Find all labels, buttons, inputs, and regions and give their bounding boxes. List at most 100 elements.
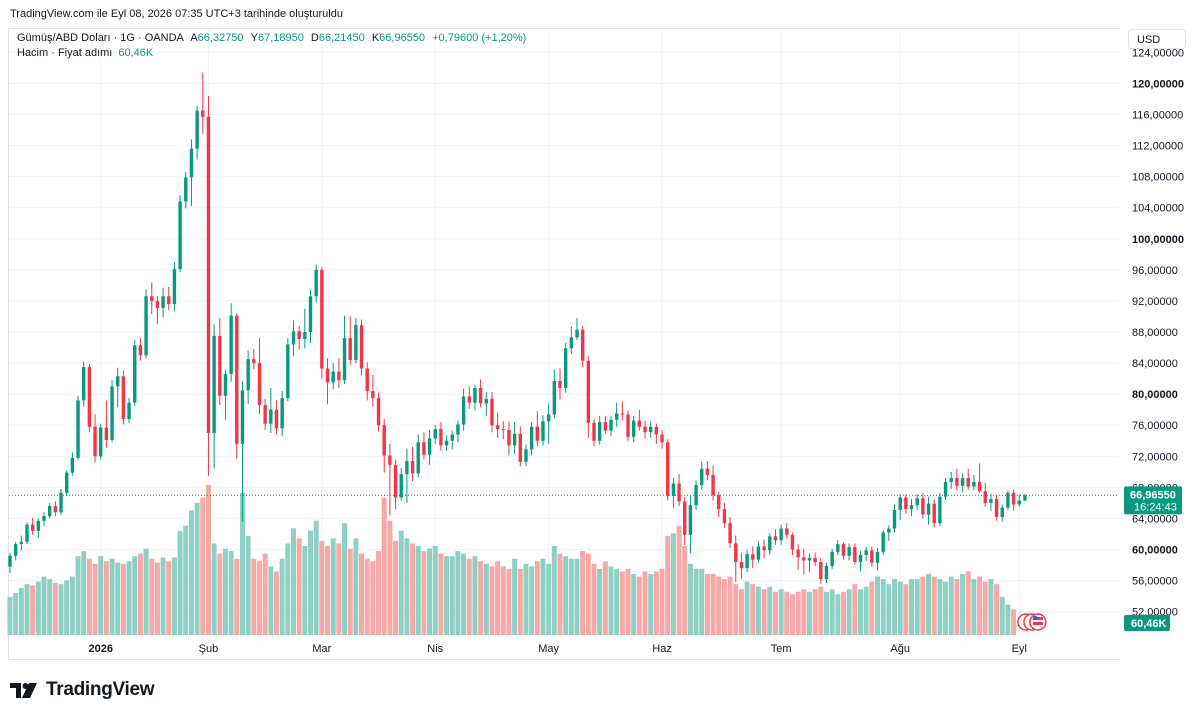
candle-body[interactable] <box>127 402 131 420</box>
candle-body[interactable] <box>1011 492 1016 505</box>
candle-body[interactable] <box>1006 492 1010 508</box>
candle-body[interactable] <box>643 426 647 433</box>
candle-body[interactable] <box>337 371 341 381</box>
candle-body[interactable] <box>915 498 919 506</box>
candle-body[interactable] <box>138 345 143 356</box>
candle-body[interactable] <box>263 405 267 424</box>
candle-body[interactable] <box>739 561 744 569</box>
candle-body[interactable] <box>875 551 880 563</box>
candle-body[interactable] <box>121 376 126 420</box>
candle-body[interactable] <box>47 506 52 517</box>
candle-body[interactable] <box>229 315 233 374</box>
candle-body[interactable] <box>161 296 165 308</box>
candle-body[interactable] <box>949 478 953 482</box>
candle-body[interactable] <box>206 116 211 434</box>
candle-body[interactable] <box>303 332 307 339</box>
candle-body[interactable] <box>943 481 948 497</box>
candle-body[interactable] <box>212 335 216 433</box>
currency-button[interactable]: USD <box>1128 29 1186 49</box>
candle-body[interactable] <box>904 497 908 510</box>
candle-body[interactable] <box>824 565 829 580</box>
candle-body[interactable] <box>93 426 97 457</box>
candle-body[interactable] <box>13 544 18 556</box>
candle-body[interactable] <box>433 429 437 439</box>
candle-body[interactable] <box>501 429 505 431</box>
candle-body[interactable] <box>960 478 965 486</box>
candle-body[interactable] <box>790 534 795 550</box>
candle-body[interactable] <box>439 429 443 446</box>
candle-body[interactable] <box>972 481 976 487</box>
candle-body[interactable] <box>490 398 494 426</box>
candle-body[interactable] <box>99 427 103 457</box>
candle-body[interactable] <box>887 528 891 533</box>
candle-body[interactable] <box>240 390 245 444</box>
candle-body[interactable] <box>36 520 41 531</box>
candle-body[interactable] <box>779 528 783 541</box>
candle-body[interactable] <box>484 398 488 404</box>
candle-body[interactable] <box>25 524 29 542</box>
candle-body[interactable] <box>711 474 715 496</box>
candle-body[interactable] <box>53 506 58 513</box>
candle-body[interactable] <box>82 366 86 401</box>
candle-body[interactable] <box>280 398 284 429</box>
candle-body[interactable] <box>977 481 982 492</box>
candle-body[interactable] <box>257 363 262 406</box>
candle-body[interactable] <box>365 368 369 392</box>
candle-body[interactable] <box>632 420 636 437</box>
candle-body[interactable] <box>671 483 676 496</box>
candle-body[interactable] <box>382 425 386 456</box>
candle-body[interactable] <box>586 360 591 423</box>
candle-body[interactable] <box>751 554 755 560</box>
candle-body[interactable] <box>626 414 630 437</box>
candle-body[interactable] <box>841 544 846 556</box>
candle-body[interactable] <box>558 380 562 388</box>
candle-body[interactable] <box>563 348 568 388</box>
candle-body[interactable] <box>660 434 664 443</box>
candle-body[interactable] <box>184 177 188 202</box>
candle-body[interactable] <box>65 472 69 493</box>
candle-body[interactable] <box>376 398 381 426</box>
candle-body[interactable] <box>235 315 239 444</box>
candle-body[interactable] <box>705 468 710 475</box>
candle-body[interactable] <box>819 561 823 580</box>
candle-body[interactable] <box>853 547 857 562</box>
candle-body[interactable] <box>989 499 993 503</box>
candle-body[interactable] <box>178 201 182 270</box>
candle-body[interactable] <box>898 497 902 510</box>
candle-body[interactable] <box>291 331 296 345</box>
candle-body[interactable] <box>938 496 942 524</box>
candle-body[interactable] <box>218 335 222 396</box>
candle-body[interactable] <box>87 366 92 427</box>
candle-body[interactable] <box>813 558 817 562</box>
candle-body[interactable] <box>881 532 885 552</box>
candle-body[interactable] <box>1017 500 1021 505</box>
candle-body[interactable] <box>246 359 250 391</box>
candle-body[interactable] <box>830 551 834 566</box>
candle-body[interactable] <box>42 516 46 521</box>
candle-body[interactable] <box>552 380 557 415</box>
candle-body[interactable] <box>274 409 279 429</box>
candle-body[interactable] <box>371 391 375 399</box>
candle-body[interactable] <box>507 429 511 446</box>
candle-body[interactable] <box>858 554 863 562</box>
candle-body[interactable] <box>172 269 177 305</box>
candle-body[interactable] <box>76 400 80 458</box>
candle-body[interactable] <box>342 338 347 381</box>
candle-body[interactable] <box>637 420 642 427</box>
candle-body[interactable] <box>864 550 868 555</box>
candle-body[interactable] <box>456 424 460 435</box>
candle-body[interactable] <box>892 509 897 529</box>
candle-body[interactable] <box>983 491 987 503</box>
candle-body[interactable] <box>331 371 335 383</box>
candle-body[interactable] <box>546 414 551 422</box>
candle-body[interactable] <box>620 413 625 415</box>
candle-body[interactable] <box>654 426 659 435</box>
candle-body[interactable] <box>569 337 574 349</box>
candle-body[interactable] <box>785 528 789 535</box>
candle-body[interactable] <box>1023 495 1027 501</box>
candle-body[interactable] <box>223 373 228 396</box>
candle-body[interactable] <box>354 325 358 360</box>
candle-body[interactable] <box>994 499 999 517</box>
candle-body[interactable] <box>926 503 931 515</box>
